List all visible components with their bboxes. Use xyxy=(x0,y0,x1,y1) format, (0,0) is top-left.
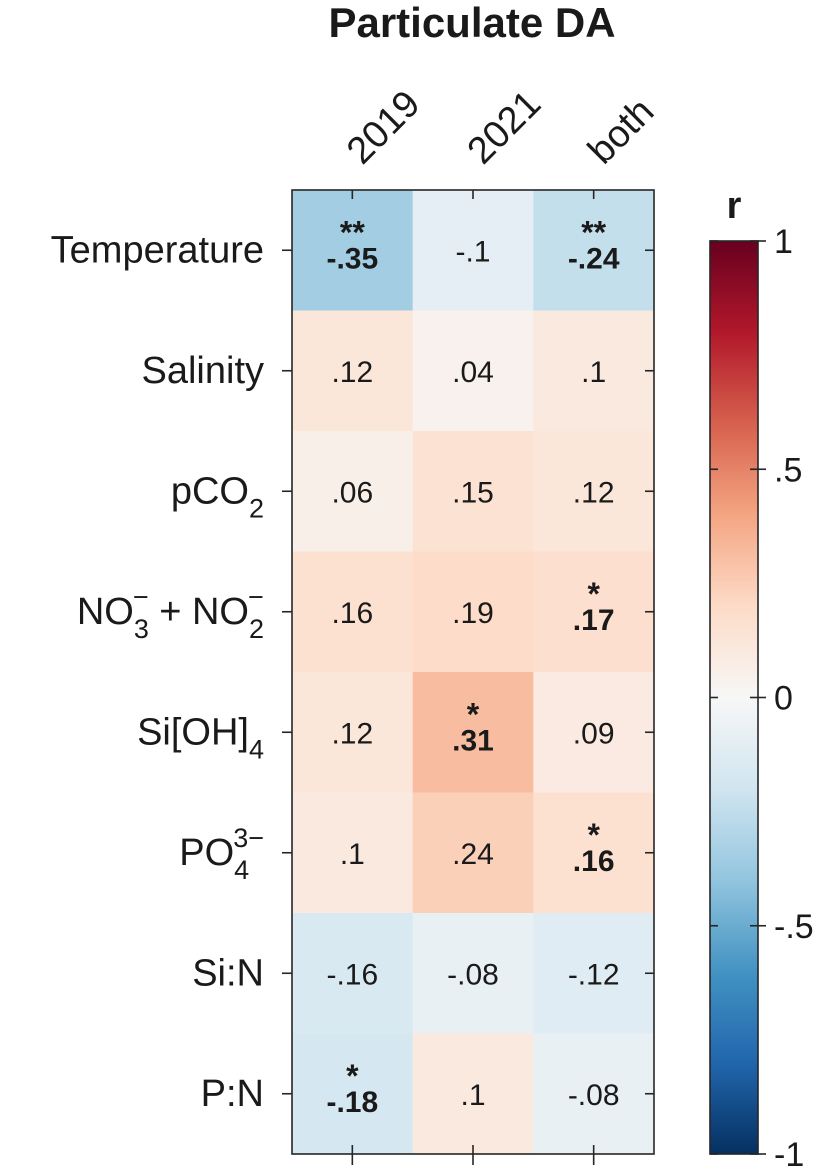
row-label-p-n: P:N xyxy=(201,1073,264,1115)
heatmap-cell-pco2-2019 xyxy=(292,431,414,552)
heatmap-cell-salinity-2021 xyxy=(412,310,534,432)
cell-value-si-n-2021: -.08 xyxy=(447,958,499,991)
cell-value-no3-no2-2019: .16 xyxy=(331,597,373,630)
significance-stars-po4-both: * xyxy=(587,817,600,853)
colorbar-tick-label-1: .5 xyxy=(774,451,802,489)
cell-value-sioh4-both: .09 xyxy=(573,717,615,750)
row-label-no3-no2: NO3− + NO2− xyxy=(77,582,264,644)
heatmap-cell-labels: -.35**-.1 -.24**.12.04.1.06.15.12.16.19.1… xyxy=(326,214,619,1119)
colorbar-tick-label-0: 1 xyxy=(774,223,793,261)
cell-value-po4-both: .16 xyxy=(573,845,615,878)
heatmap-cell-p-n-both xyxy=(533,1033,655,1155)
cell-value-si-n-2019: -.16 xyxy=(326,958,378,991)
heatmap-cells xyxy=(292,190,655,1155)
cell-value-p-n-both: -.08 xyxy=(568,1079,620,1112)
cell-value-pco2-both: .12 xyxy=(573,476,615,509)
row-label-sioh4: Si[OH]4 xyxy=(137,711,264,764)
cell-value-temperature-2019: -.35 xyxy=(326,242,378,275)
cell-value-salinity-2021: .04 xyxy=(452,356,494,389)
plot-ticks xyxy=(282,190,654,1165)
significance-stars-no3-no2-both: * xyxy=(587,576,600,612)
cell-value-pco2-2019: .06 xyxy=(331,476,373,509)
significance-stars-p-n-2019: * xyxy=(346,1058,359,1094)
heatmap-cell-temperature-both xyxy=(533,190,655,311)
heatmap-cell-si-n-2021 xyxy=(412,913,534,1034)
column-label-2019: 2019 xyxy=(339,83,428,172)
cell-value-p-n-2021: .1 xyxy=(460,1079,485,1112)
colorbar-ticks: 1 .5 0 -.5 -1 xyxy=(710,223,814,1173)
colorbar-tick-label-4: -1 xyxy=(774,1136,804,1173)
cell-value-p-n-2019: -.18 xyxy=(326,1086,378,1119)
heatmap-cell-p-n-2021 xyxy=(412,1033,534,1155)
row-label-salinity: Salinity xyxy=(142,350,265,392)
cell-value-po4-2019: .1 xyxy=(340,838,365,871)
row-label-pco2: pCO2 xyxy=(171,470,264,523)
column-labels: 2019 2021 both xyxy=(339,83,662,172)
column-label-2021: 2021 xyxy=(460,83,549,172)
colorbar-tick-label-3: -.5 xyxy=(774,908,814,946)
heatmap-cell-po4-2021 xyxy=(412,792,534,914)
cell-value-salinity-2019: .12 xyxy=(331,356,373,389)
heatmap-cell-po4-both xyxy=(533,792,655,914)
heatmap-cell-pco2-2021 xyxy=(412,431,534,552)
heatmap-cell-sioh4-both xyxy=(533,672,655,793)
heatmap-cell-no3-no2-2019 xyxy=(292,551,414,673)
heatmap-cell-sioh4-2019 xyxy=(292,672,414,793)
heatmap-cell-pco2-both xyxy=(533,431,655,552)
heatmap-cell-salinity-both xyxy=(533,310,655,432)
heatmap-cell-temperature-2019 xyxy=(292,190,414,311)
cell-value-sioh4-2019: .12 xyxy=(331,717,373,750)
cell-value-temperature-2021: -.1 xyxy=(455,235,490,268)
cell-value-salinity-both: .1 xyxy=(581,356,606,389)
row-label-po4: PO43− xyxy=(179,823,264,885)
row-labels: Temperature Salinity pCO2 NO3− + NO2− Si[OH]… xyxy=(51,229,264,1115)
chart-title: Particulate DA xyxy=(328,0,615,46)
cell-value-sioh4-2021: .31 xyxy=(452,724,494,757)
heatmap-cell-po4-2019 xyxy=(292,792,414,914)
colorbar-title: r xyxy=(727,185,742,227)
heatmap-cell-temperature-2021 xyxy=(412,190,534,311)
heatmap-cell-si-n-2019 xyxy=(292,913,414,1034)
cell-value-no3-no2-2021: .19 xyxy=(452,597,494,630)
cell-value-pco2-2021: .15 xyxy=(452,476,494,509)
significance-stars-temperature-2019: ** xyxy=(340,214,365,250)
row-label-si-n: Si:N xyxy=(192,952,264,994)
heatmap-cell-no3-no2-2021 xyxy=(412,551,534,673)
significance-stars-sioh4-2021: * xyxy=(467,696,480,732)
heatmap-cell-si-n-both xyxy=(533,913,655,1034)
colorbar: r 1 .5 0 -.5 -1 xyxy=(709,185,814,1173)
column-label-both: both xyxy=(580,90,662,172)
row-label-temperature: Temperature xyxy=(51,229,264,271)
heatmap-cell-no3-no2-both xyxy=(533,551,655,673)
heatmap-cell-salinity-2019 xyxy=(292,310,414,432)
heatmap-cell-sioh4-2021 xyxy=(412,672,534,793)
cell-value-si-n-both: -.12 xyxy=(568,958,620,991)
cell-value-temperature-both: -.24 xyxy=(568,242,620,275)
colorbar-tick-label-2: 0 xyxy=(774,680,793,718)
significance-stars-temperature-both: ** xyxy=(581,214,606,250)
cell-value-po4-2021: .24 xyxy=(452,838,494,871)
cell-value-no3-no2-both: .17 xyxy=(573,604,615,637)
heatmap-cell-p-n-2019 xyxy=(292,1033,414,1155)
